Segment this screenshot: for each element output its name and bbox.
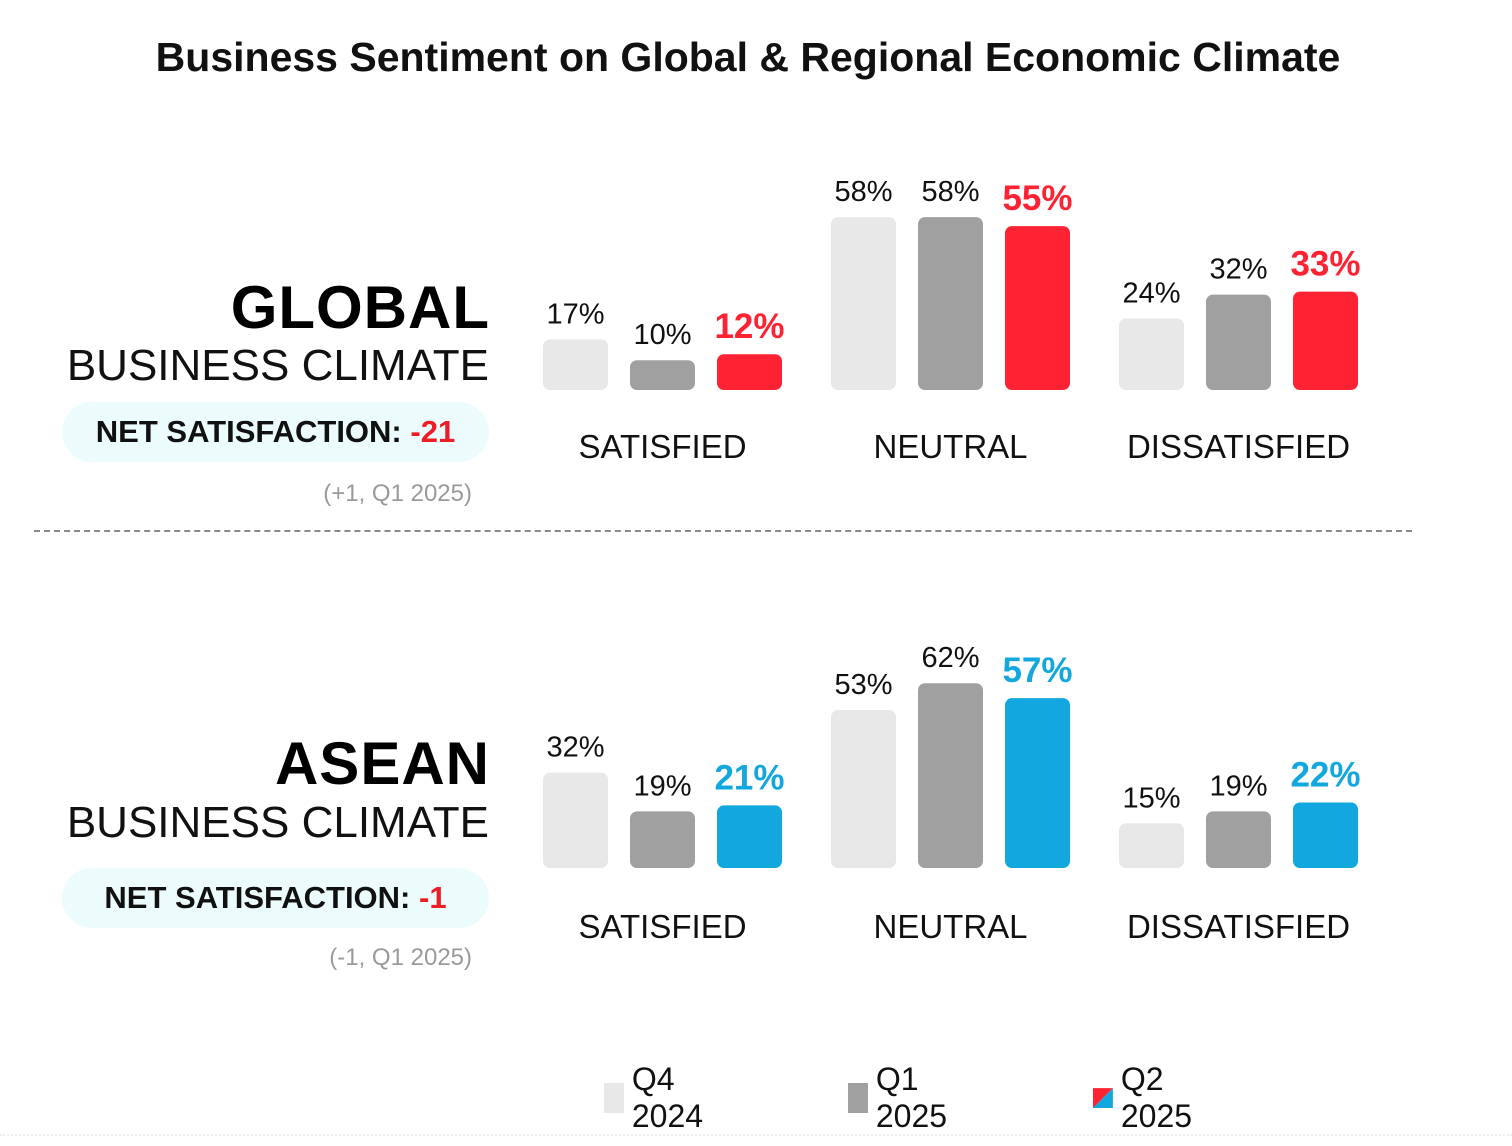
bar-dissatisfied-q4-2024 <box>1119 823 1184 868</box>
asean-region-name: ASEAN <box>274 730 490 797</box>
bar-satisfied-q1-2025 <box>630 811 695 868</box>
value-label: 58% <box>921 176 979 208</box>
asean-change-note: (-1, Q1 2025) <box>329 944 472 971</box>
value-label: 33% <box>1290 245 1360 284</box>
net-satisfaction-value: -21 <box>410 414 456 449</box>
legend-label: Q1 2025 <box>875 1061 948 1134</box>
value-label: 32% <box>546 732 604 764</box>
net-satisfaction-label: NET SATISFACTION: <box>104 880 411 915</box>
value-label: 12% <box>714 307 784 346</box>
value-label: 62% <box>921 642 979 674</box>
asean-bar-chart: 32% 19% 21% SATISFIED 53% 62% 57% NEUTRAL 15% 19%… <box>543 642 1361 945</box>
bar-satisfied-q4-2024 <box>543 772 608 868</box>
value-label: 24% <box>1122 277 1180 309</box>
value-label: 19% <box>633 770 691 802</box>
bar-satisfied-q4-2024 <box>543 339 608 390</box>
legend-label: Q4 2024 <box>631 1061 704 1134</box>
legend-item-q4-2024: Q4 2024 <box>604 1061 713 1134</box>
bar-neutral-q2-2025 <box>1005 698 1070 868</box>
value-label: 22% <box>1290 755 1360 794</box>
legend-item-q2-2025: Q2 2025 <box>1093 1061 1202 1134</box>
bar-dissatisfied-q1-2025 <box>1206 294 1271 390</box>
asean-net-satisfaction-pill: NET SATISFACTION: -1 <box>62 868 489 928</box>
value-label: 58% <box>834 176 892 208</box>
value-label: 15% <box>1122 782 1180 814</box>
global-change-note: (+1, Q1 2025) <box>323 480 472 507</box>
asean-region-subtitle: BUSINESS CLIMATE <box>66 798 489 847</box>
category-label: NEUTRAL <box>873 428 1027 465</box>
section-divider <box>34 530 1412 532</box>
bar-neutral-q1-2025 <box>918 683 983 868</box>
value-label: 19% <box>1209 770 1267 802</box>
legend-label: Q2 2025 <box>1120 1061 1193 1134</box>
value-label: 32% <box>1209 254 1267 286</box>
bar-dissatisfied-q2-2025 <box>1293 291 1358 390</box>
legend-item-q1-2025: Q1 2025 <box>848 1061 957 1134</box>
page-title: Business Sentiment on Global & Regional … <box>155 34 1341 80</box>
bar-satisfied-q2-2025 <box>717 805 782 868</box>
value-label: 17% <box>546 298 604 330</box>
bar-satisfied-q1-2025 <box>630 360 695 390</box>
category-label: SATISFIED <box>578 428 746 465</box>
category-label: DISSATISFIED <box>1127 908 1350 945</box>
bar-satisfied-q2-2025 <box>717 354 782 390</box>
net-satisfaction-value: -1 <box>419 880 447 915</box>
bar-dissatisfied-q4-2024 <box>1119 318 1184 390</box>
global-region-subtitle: BUSINESS CLIMATE <box>66 341 489 390</box>
value-label: 53% <box>834 669 892 701</box>
bar-dissatisfied-q2-2025 <box>1293 802 1358 868</box>
bar-dissatisfied-q1-2025 <box>1206 811 1271 868</box>
value-label: 10% <box>633 319 691 351</box>
bar-neutral-q4-2024 <box>831 710 896 868</box>
bar-neutral-q2-2025 <box>1005 226 1070 390</box>
bottom-divider <box>0 1134 1512 1136</box>
value-label: 57% <box>1002 651 1072 690</box>
category-label: SATISFIED <box>578 908 746 945</box>
global-net-satisfaction-pill: NET SATISFACTION: -21 <box>62 402 489 462</box>
value-label: 55% <box>1002 179 1072 218</box>
global-panel: GLOBAL BUSINESS CLIMATE NET SATISFACTION… <box>0 140 1512 540</box>
split-blue-red-square-icon <box>1093 1088 1113 1108</box>
global-region-name: GLOBAL <box>230 274 490 341</box>
bar-neutral-q4-2024 <box>831 217 896 390</box>
category-label: DISSATISFIED <box>1127 428 1350 465</box>
asean-panel: ASEAN BUSINESS CLIMATE NET SATISFACTION:… <box>0 598 1512 998</box>
light-gray-square-icon <box>604 1083 624 1113</box>
bar-neutral-q1-2025 <box>918 217 983 390</box>
net-satisfaction-label: NET SATISFACTION: <box>95 414 402 449</box>
gray-square-icon <box>848 1083 868 1113</box>
global-bar-chart: 17% 10% 12% SATISFIED 58% 58% 55% NEUTRAL 24% 32%… <box>543 176 1361 465</box>
value-label: 21% <box>714 758 784 797</box>
category-label: NEUTRAL <box>873 908 1027 945</box>
